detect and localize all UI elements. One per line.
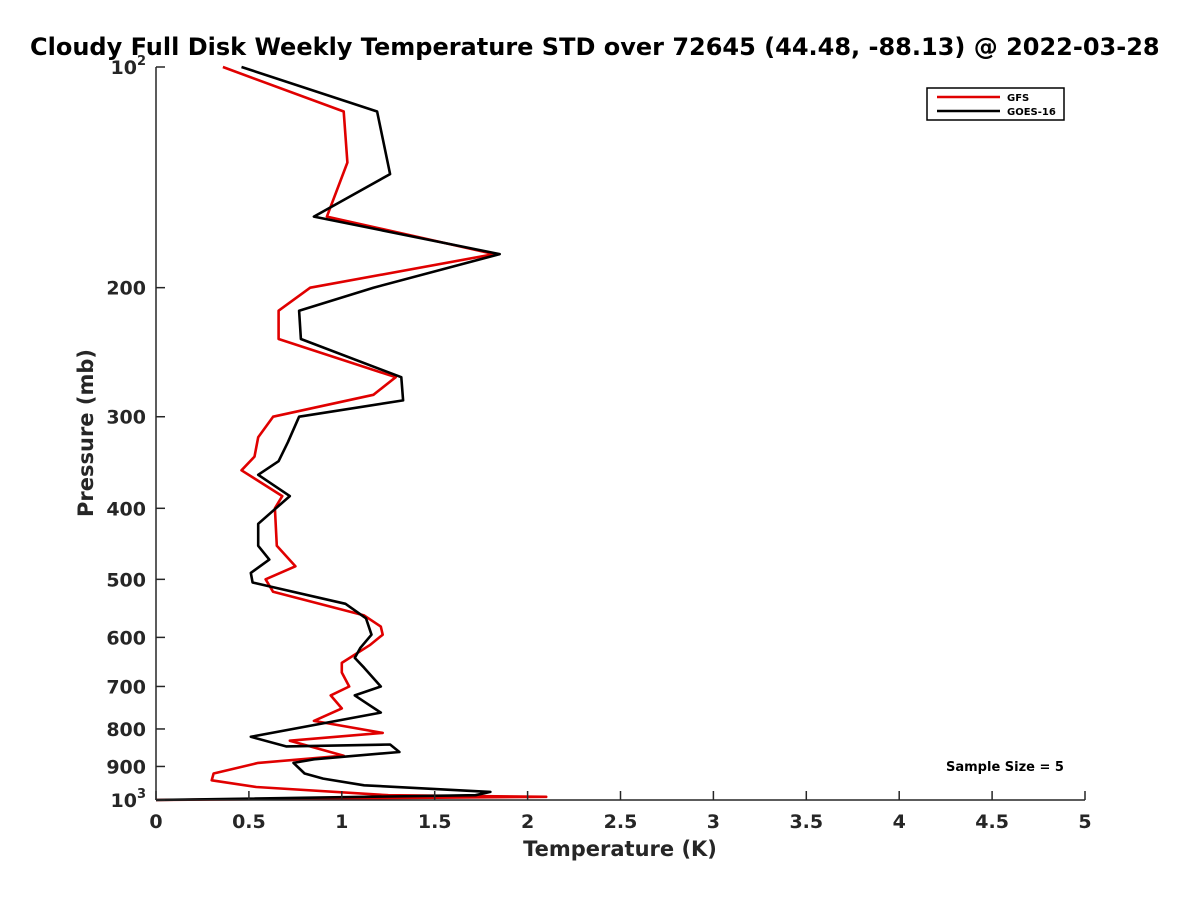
series-layer	[155, 65, 548, 802]
x-tick-label: 1.5	[418, 811, 452, 833]
y-tick-label: 500	[106, 569, 146, 591]
chart-title: Cloudy Full Disk Weekly Temperature STD …	[30, 33, 1160, 61]
sample-size-annotation: Sample Size = 5	[946, 760, 1064, 775]
x-tick-label: 0	[149, 811, 162, 833]
y-tick-label: 700	[106, 676, 146, 698]
x-tick-label: 3	[707, 811, 720, 833]
y-tick-label: 102	[111, 54, 147, 79]
y-tick-label: 900	[106, 756, 146, 778]
x-tick-label: 3.5	[789, 811, 823, 833]
legend-label-gfs: GFS	[1007, 93, 1029, 104]
y-tick-label: 800	[106, 719, 146, 741]
y-axis-ticks: 102 200 300 400 500 600 700 800 900 103	[106, 54, 165, 812]
legend-label-goes16: GOES-16	[1007, 107, 1056, 118]
x-axis-ticks: 0 0.5 1 1.5 2 2.5 3 3.5 4 4.5 5	[149, 791, 1092, 833]
x-tick-label: 2.5	[604, 811, 638, 833]
x-axis-label: Temperature (K)	[523, 837, 717, 861]
y-tick-label: 300	[106, 407, 146, 429]
legend: GFS GOES-16	[926, 87, 1065, 121]
x-tick-label: 5	[1078, 811, 1091, 833]
y-tick-label: 600	[106, 627, 146, 649]
x-tick-label: 4.5	[975, 811, 1009, 833]
x-tick-label: 2	[521, 811, 534, 833]
x-tick-label: 0.5	[232, 811, 266, 833]
series-line-gfs	[155, 65, 548, 802]
plot-area: 0 0.5 1 1.5 2 2.5 3 3.5 4 4.5 5 102 200 300 400 500 600…	[106, 54, 1091, 833]
y-axis-label: Pressure (mb)	[74, 349, 98, 517]
y-tick-label: 400	[106, 498, 146, 520]
legend-box	[926, 87, 1065, 121]
x-tick-label: 1	[335, 811, 348, 833]
series-line-goes16	[155, 65, 501, 802]
y-tick-label: 200	[106, 278, 146, 300]
y-tick-label: 103	[111, 787, 147, 812]
x-tick-label: 4	[893, 811, 906, 833]
